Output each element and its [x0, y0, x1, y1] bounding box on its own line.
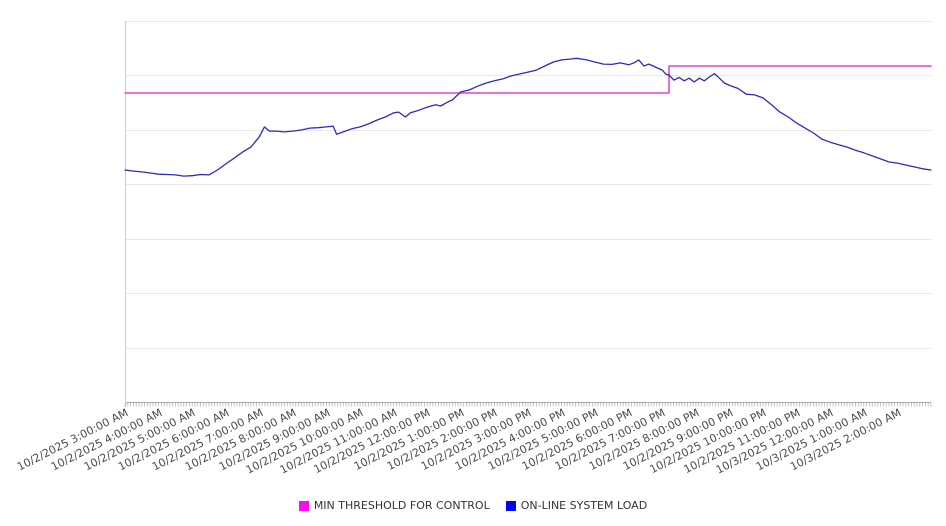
x-axis-minor-ticks: [124, 403, 932, 407]
legend-entry-threshold[interactable]: MIN THRESHOLD FOR CONTROL: [298, 499, 490, 512]
chart-legend: MIN THRESHOLD FOR CONTROL ON-LINE SYSTEM…: [0, 499, 946, 512]
load-line: [124, 57, 932, 177]
legend-entry-load[interactable]: ON-LINE SYSTEM LOAD: [505, 499, 648, 512]
load-legend-swatch-icon: [505, 500, 516, 511]
legend-label-load: ON-LINE SYSTEM LOAD: [520, 499, 648, 512]
threshold-line: [124, 65, 932, 94]
legend-label-threshold: MIN THRESHOLD FOR CONTROL: [313, 499, 490, 512]
threshold-legend-swatch-icon: [298, 500, 309, 511]
